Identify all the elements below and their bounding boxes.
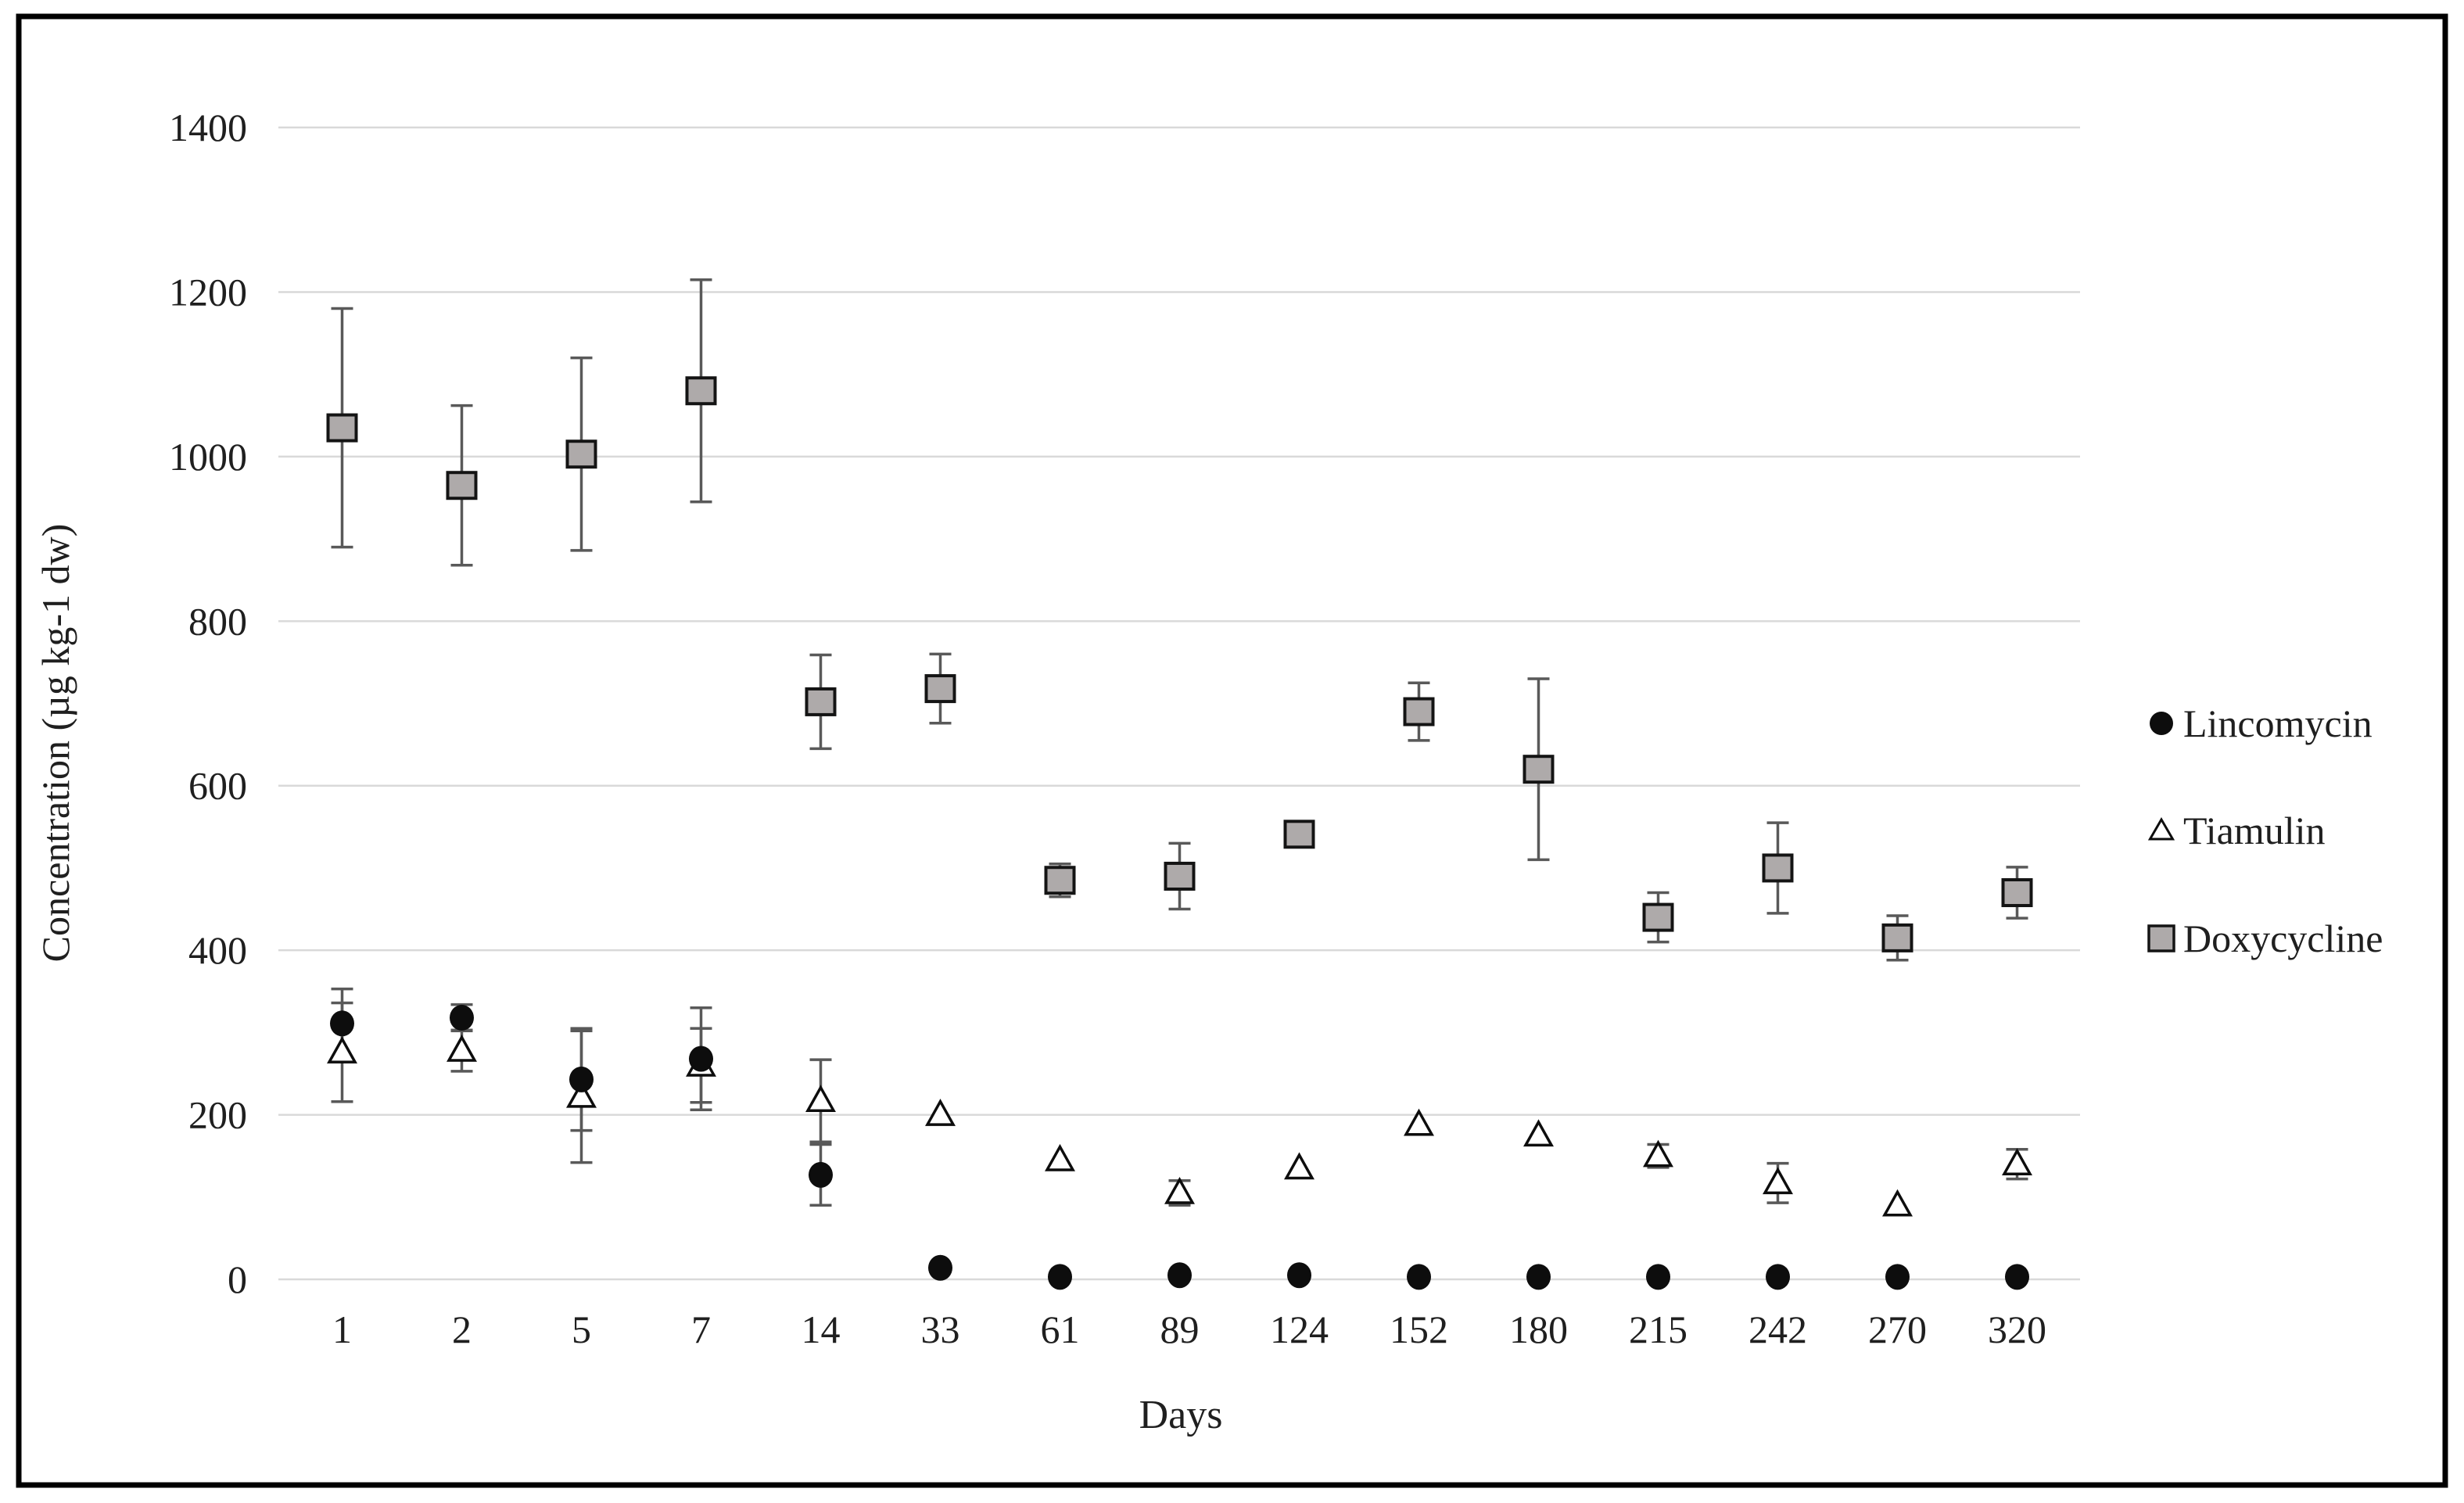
y-tick-label: 1400 [169, 106, 247, 149]
x-tick-label: 2 [452, 1308, 472, 1351]
tiamulin-triangle-marker [805, 1085, 836, 1112]
x-tick-label: 242 [1748, 1308, 1807, 1351]
doxycycline-square-marker [1164, 861, 1196, 891]
doxycycline-square-marker [685, 376, 717, 406]
doxycycline-square-marker [1283, 820, 1315, 849]
chart-frame-border [16, 13, 2448, 1488]
tiamulin-triangle-marker [1523, 1119, 1554, 1147]
y-tick-label: 1200 [169, 270, 247, 314]
lincomycin-circle-marker [689, 1046, 713, 1072]
y-tick-label: 0 [228, 1257, 247, 1301]
lincomycin-circle-marker [1048, 1264, 1072, 1290]
doxycycline-square-marker [2001, 878, 2033, 908]
lincomycin-circle-marker [928, 1254, 952, 1281]
y-tick-label: 200 [188, 1093, 247, 1137]
tiamulin-triangle-marker [1164, 1176, 1195, 1204]
x-tick-label: 14 [802, 1308, 841, 1351]
x-tick-label: 89 [1160, 1308, 1200, 1351]
x-tick-label: 320 [1988, 1308, 2046, 1351]
doxycycline-square-marker [805, 687, 837, 716]
tiamulin-triangle-marker [566, 1080, 597, 1108]
y-tick-label: 800 [188, 599, 247, 643]
doxycycline-square-marker [924, 674, 956, 704]
legend-circle-icon [2150, 712, 2173, 735]
y-axis-title: Concentration (µg kg-1 dw) [34, 524, 77, 963]
error-bars-layer [331, 278, 2028, 1207]
tiamulin-triangle-marker [447, 1034, 477, 1062]
legend-label: Doxycycline [2183, 917, 2383, 960]
doxycycline-square-marker [326, 413, 358, 443]
y-tick-label: 1000 [169, 435, 247, 479]
lincomycin-circle-marker [1646, 1264, 1670, 1290]
lincomycin-circle-marker [2005, 1264, 2029, 1290]
x-tick-label: 124 [1270, 1308, 1329, 1351]
lincomycin-circle-marker [809, 1161, 833, 1188]
lincomycin-circle-marker [450, 1004, 474, 1031]
data-markers-layer [326, 376, 2033, 1290]
tiamulin-triangle-marker [1763, 1167, 1793, 1195]
legend: Lincomycin Tiamulin Doxycycline [2147, 701, 2383, 960]
doxycycline-square-marker [1762, 853, 1794, 883]
x-tick-label: 33 [921, 1308, 960, 1351]
doxycycline-square-marker [1881, 923, 1913, 952]
gridlines-layer [278, 126, 2080, 1281]
tiamulin-triangle-marker [1882, 1189, 1913, 1217]
tiamulin-triangle-marker [925, 1098, 956, 1126]
doxycycline-square-marker [565, 439, 597, 469]
x-tick-label: 1 [332, 1308, 352, 1351]
x-tick-label: 270 [1868, 1308, 1927, 1351]
x-axis-tick-labels: 1 2 5 7 14 33 61 89 124 152 180 215 242 270 320 [332, 1308, 2046, 1351]
y-tick-label: 400 [188, 928, 247, 972]
legend-label: Tiamulin [2183, 809, 2326, 852]
doxycycline-square-marker [1523, 755, 1555, 784]
legend-label: Lincomycin [2183, 701, 2373, 745]
tiamulin-triangle-marker [2002, 1148, 2032, 1175]
lincomycin-circle-marker [1407, 1264, 1431, 1290]
x-axis-title: Days [1139, 1393, 1223, 1437]
x-tick-label: 215 [1629, 1308, 1687, 1351]
lincomycin-circle-marker [1885, 1264, 1910, 1290]
x-tick-label: 7 [691, 1308, 711, 1351]
doxycycline-square-marker [1642, 902, 1674, 932]
tiamulin-triangle-marker [327, 1036, 357, 1064]
legend-item: Doxycycline [2147, 917, 2383, 960]
x-tick-label: 180 [1509, 1308, 1568, 1351]
tiamulin-triangle-marker [1404, 1108, 1434, 1136]
lincomycin-circle-marker [1526, 1264, 1551, 1290]
lincomycin-circle-marker [1766, 1264, 1790, 1290]
lincomycin-circle-marker [569, 1066, 594, 1092]
tiamulin-triangle-marker [1643, 1139, 1673, 1168]
x-tick-label: 5 [572, 1308, 591, 1351]
legend-item: Tiamulin [2147, 809, 2326, 852]
tiamulin-triangle-marker [1284, 1152, 1314, 1180]
legend-square-icon [2147, 924, 2175, 952]
doxycycline-square-marker [1403, 697, 1435, 726]
lincomycin-circle-marker [330, 1010, 354, 1037]
lincomycin-circle-marker [1287, 1262, 1311, 1289]
x-tick-label: 61 [1041, 1308, 1080, 1351]
lincomycin-circle-marker [1167, 1262, 1192, 1289]
doxycycline-square-marker [446, 471, 478, 500]
legend-item: Lincomycin [2150, 701, 2373, 745]
x-tick-label: 152 [1390, 1308, 1448, 1351]
doxycycline-square-marker [1044, 866, 1076, 895]
y-axis-tick-labels: 0 200 400 600 800 1000 1200 1400 [169, 106, 247, 1301]
legend-triangle-icon [2147, 817, 2175, 841]
tiamulin-triangle-marker [1045, 1143, 1075, 1171]
y-tick-label: 600 [188, 764, 247, 808]
